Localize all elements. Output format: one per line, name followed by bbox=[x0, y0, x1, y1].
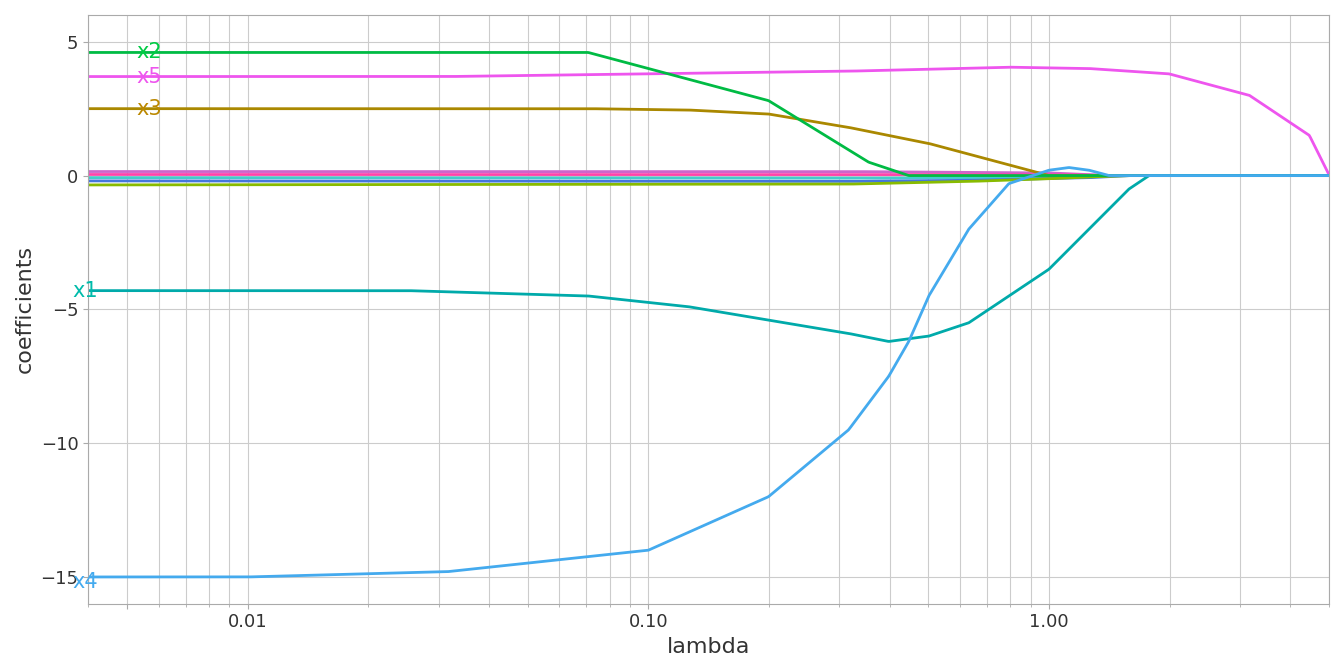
X-axis label: lambda: lambda bbox=[667, 637, 750, 657]
Y-axis label: coefficients: coefficients bbox=[15, 245, 35, 374]
Text: x3: x3 bbox=[136, 99, 163, 119]
Text: x5: x5 bbox=[136, 67, 163, 87]
Text: x2: x2 bbox=[136, 42, 163, 62]
Text: x4: x4 bbox=[73, 573, 98, 592]
Text: x1: x1 bbox=[73, 281, 98, 300]
